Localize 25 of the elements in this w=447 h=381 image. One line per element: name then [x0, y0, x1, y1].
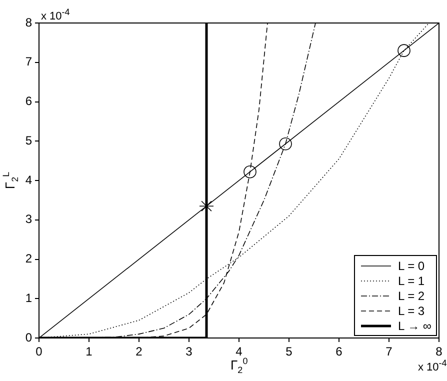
- y-tick-label: 3: [25, 212, 32, 226]
- legend-label: L = 0: [398, 258, 425, 272]
- x-tick-label: 4: [236, 344, 243, 359]
- x-tick-label: 8: [436, 344, 443, 359]
- legend-label: L = 1: [398, 274, 425, 288]
- y-tick-label: 2: [25, 252, 32, 266]
- x-tick-label: 7: [386, 344, 393, 359]
- y-tick-label: 0: [25, 330, 32, 344]
- y-tick-label: 4: [25, 172, 32, 187]
- x-tick-label: 3: [186, 344, 193, 359]
- x-tick-label: 5: [286, 344, 293, 359]
- y-tick-label: 7: [25, 54, 32, 69]
- legend-label: L → ∞: [398, 318, 432, 332]
- y-tick-label: 1: [25, 290, 32, 305]
- y-tick-label: 5: [25, 133, 32, 148]
- legend-label: L = 3: [398, 304, 425, 318]
- x-tick-label: 1: [86, 344, 93, 359]
- text: x 10$^{-4}$: [418, 358, 447, 374]
- legend-label: L = 2: [398, 288, 425, 302]
- text: x 10$^{-4}$: [41, 7, 70, 23]
- x-tick-label: 6: [336, 344, 343, 359]
- y-tick-label: 8: [25, 15, 32, 30]
- y-tick-label: 6: [25, 94, 32, 108]
- x-tick-label: 0: [36, 344, 43, 359]
- x-tick-label: 2: [136, 344, 143, 359]
